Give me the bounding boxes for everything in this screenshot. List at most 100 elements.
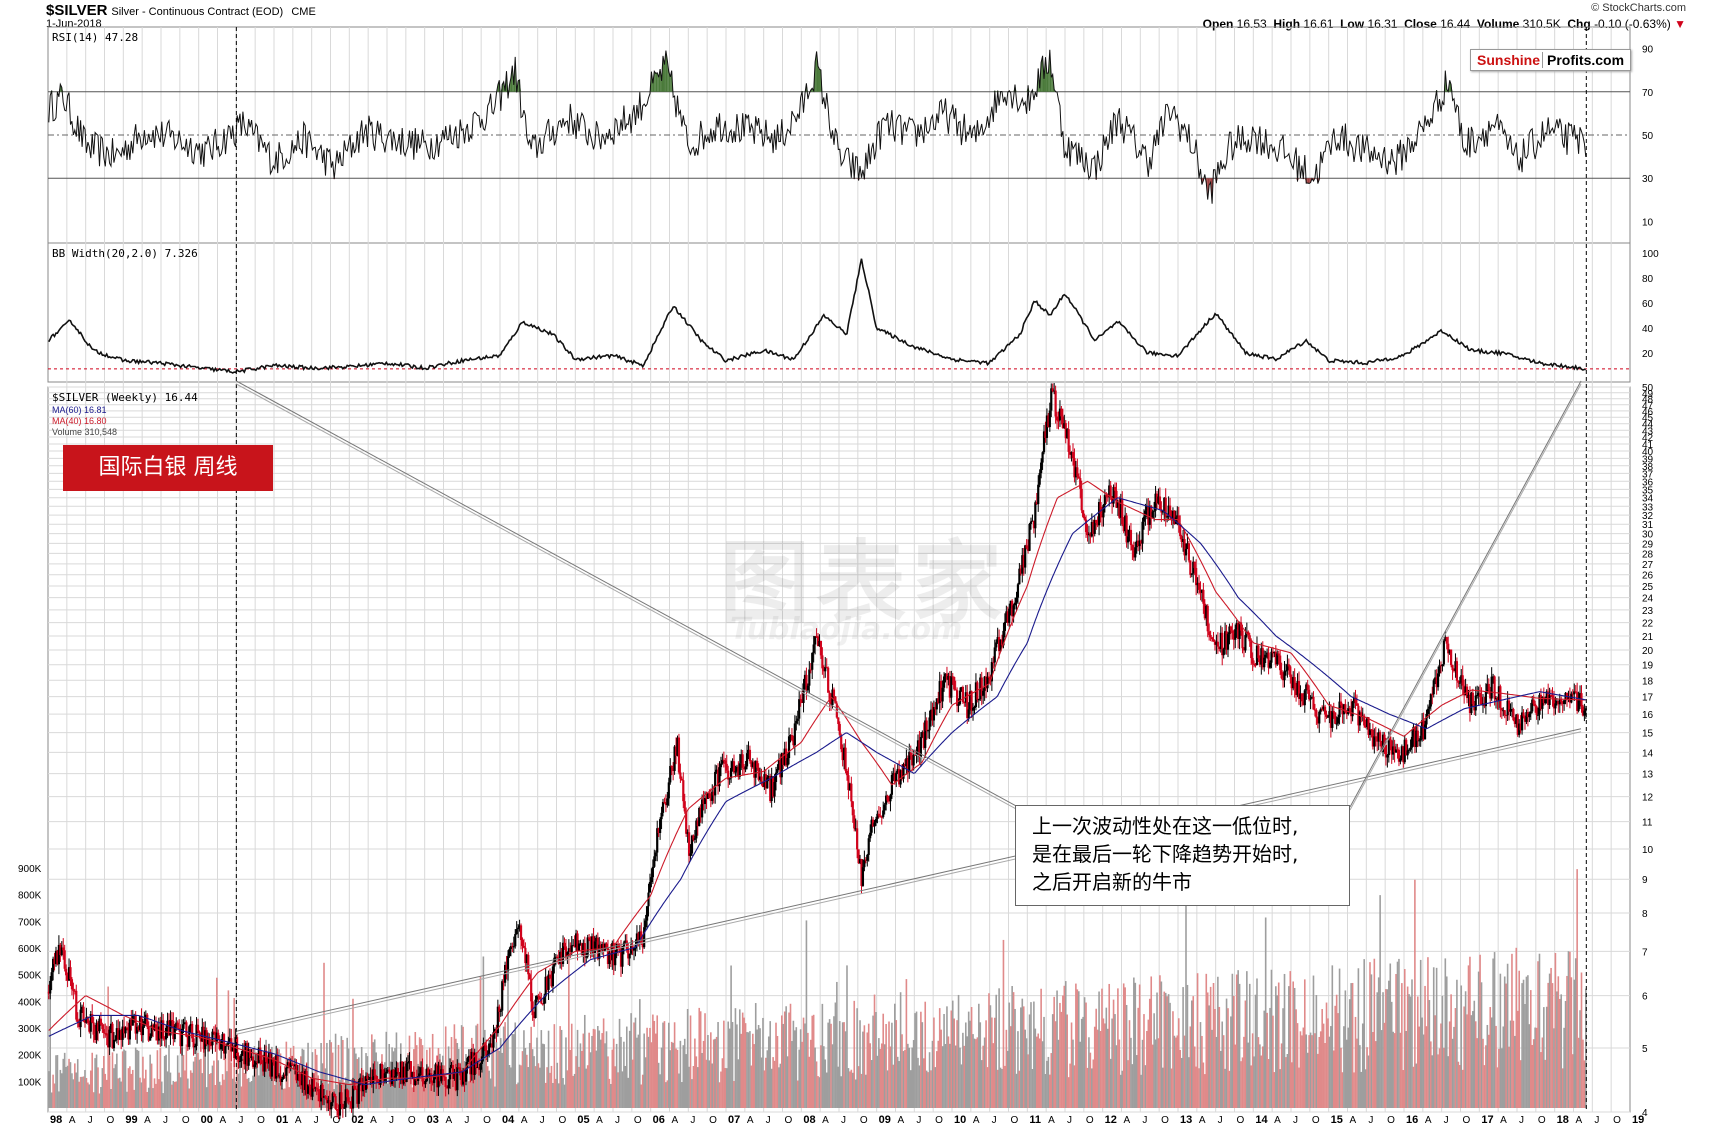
volume-bar bbox=[1250, 1065, 1252, 1108]
volume-bar bbox=[824, 1059, 827, 1108]
candle-body bbox=[1515, 714, 1518, 725]
candle-body bbox=[63, 950, 66, 969]
volume-bar bbox=[1264, 917, 1267, 1108]
volume-bar bbox=[812, 1014, 815, 1108]
candle-body bbox=[430, 1073, 433, 1083]
volume-bar bbox=[249, 1082, 251, 1108]
candle-body bbox=[919, 737, 922, 758]
candle-body bbox=[918, 740, 921, 758]
x-tick-label: 05 bbox=[577, 1114, 589, 1125]
volume-bar bbox=[1093, 1026, 1096, 1108]
candle-body bbox=[185, 1022, 188, 1037]
price-tick-label: 8 bbox=[1642, 909, 1648, 920]
candle-body bbox=[829, 701, 833, 706]
candle-body bbox=[561, 942, 565, 964]
volume-bar bbox=[575, 1056, 577, 1108]
volume-bar bbox=[976, 1037, 979, 1108]
volume-bar bbox=[1085, 1002, 1087, 1108]
candle-body bbox=[1583, 710, 1586, 716]
candle-body bbox=[1070, 452, 1073, 455]
candle-body bbox=[938, 681, 941, 703]
candle-body bbox=[783, 748, 786, 765]
volume-bar bbox=[597, 1026, 599, 1108]
candle-body bbox=[238, 1061, 242, 1063]
volume-bar bbox=[946, 1006, 948, 1108]
volume-bar bbox=[1005, 1029, 1008, 1108]
volume-bar bbox=[269, 1064, 272, 1108]
candle-body bbox=[418, 1073, 421, 1077]
volume-bar bbox=[1416, 996, 1419, 1108]
volume-bar bbox=[785, 1006, 787, 1108]
volume-bar bbox=[779, 1063, 782, 1108]
candle-body bbox=[984, 676, 988, 689]
volume-bar bbox=[1335, 994, 1338, 1108]
volume-bar bbox=[654, 1033, 657, 1108]
candle-body bbox=[1571, 693, 1574, 695]
x-tick-label: 08 bbox=[803, 1114, 815, 1125]
volume-bar bbox=[767, 1036, 770, 1108]
volume-bar bbox=[1002, 939, 1005, 1108]
volume-bar bbox=[1463, 1006, 1465, 1108]
candle-body bbox=[856, 828, 859, 850]
candle-body bbox=[756, 760, 759, 768]
candle-body bbox=[1448, 649, 1451, 654]
bbw-tick-label: 20 bbox=[1642, 349, 1654, 360]
candle-body bbox=[1209, 635, 1212, 638]
candle-body bbox=[466, 1058, 469, 1068]
volume-bar bbox=[497, 1048, 499, 1108]
candle-body bbox=[1335, 723, 1338, 725]
volume-bar bbox=[1176, 1035, 1179, 1108]
volume-bar bbox=[712, 1039, 715, 1108]
candle-body bbox=[322, 1096, 326, 1098]
candle-body bbox=[385, 1071, 388, 1074]
volume-bar bbox=[81, 1076, 83, 1108]
volume-bar bbox=[794, 1030, 796, 1108]
volume-bar bbox=[791, 1041, 793, 1108]
candle-body bbox=[834, 696, 837, 704]
x-tick-label: A bbox=[1500, 1115, 1507, 1125]
candle-body bbox=[1567, 697, 1570, 700]
volume-bar bbox=[446, 1086, 448, 1108]
candle-body bbox=[1151, 511, 1154, 519]
candle-body bbox=[902, 764, 905, 779]
x-tick-label: J bbox=[540, 1115, 545, 1125]
candle-body bbox=[1458, 682, 1461, 684]
candle-body bbox=[701, 799, 704, 818]
volume-bar bbox=[796, 1080, 799, 1108]
candle-body bbox=[1044, 431, 1047, 438]
volume-bar bbox=[1166, 996, 1168, 1108]
candle-body bbox=[1544, 699, 1547, 704]
candle-body bbox=[1105, 495, 1108, 497]
price-tick-label: 44 bbox=[1642, 420, 1654, 431]
candle-body bbox=[107, 1035, 110, 1048]
candle-body bbox=[1242, 648, 1246, 651]
candle-body bbox=[362, 1083, 365, 1092]
candle-body bbox=[1058, 408, 1062, 421]
volume-bar bbox=[491, 1050, 493, 1108]
candle-body bbox=[78, 1022, 81, 1028]
candle-body bbox=[685, 811, 688, 834]
annotation-line-3: 之后开启新的牛市 bbox=[1032, 870, 1192, 894]
candle-body bbox=[998, 637, 1001, 652]
volume-bar bbox=[831, 1044, 834, 1108]
volume-bar bbox=[681, 1082, 683, 1108]
rsi-overbought-fill bbox=[1041, 55, 1043, 92]
x-tick-label: A bbox=[295, 1115, 302, 1125]
candle-body bbox=[860, 859, 863, 886]
volume-bar bbox=[178, 1072, 180, 1108]
volume-bar bbox=[608, 1078, 611, 1108]
volume-bar bbox=[192, 1061, 195, 1108]
candle-body bbox=[1289, 666, 1292, 677]
x-tick-label: A bbox=[822, 1115, 829, 1125]
candle-body bbox=[453, 1072, 456, 1079]
candle-body bbox=[250, 1056, 253, 1058]
volume-bar bbox=[514, 1022, 517, 1108]
candle-body bbox=[338, 1092, 342, 1116]
candle-body bbox=[399, 1061, 402, 1079]
volume-bar bbox=[137, 1050, 140, 1108]
volume-tick-label: 900K bbox=[18, 864, 42, 875]
candle-body bbox=[780, 752, 783, 778]
volume-bar bbox=[1479, 954, 1481, 1108]
volume-bar bbox=[111, 1052, 114, 1108]
candle-body bbox=[472, 1051, 475, 1075]
